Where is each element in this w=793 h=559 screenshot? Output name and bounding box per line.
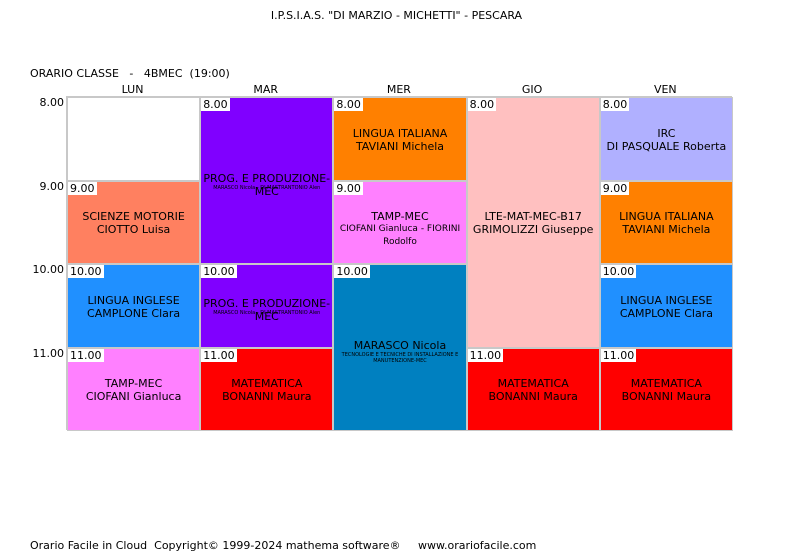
school-title: I.P.S.I.A.S. "DI MARZIO - MICHETTI" - PE… bbox=[270, 9, 523, 22]
lesson-cell[interactable]: 8.00 IRC DI PASQUALE Roberta bbox=[599, 97, 733, 181]
cell-hour: 8.00 bbox=[467, 98, 497, 111]
cell-subject: LTE-MAT-MEC-B17 bbox=[484, 210, 582, 224]
day-header-gio: GIO bbox=[521, 83, 543, 96]
day-header-lun: LUN bbox=[121, 83, 144, 96]
day-header-mar: MAR bbox=[253, 83, 279, 96]
cell-teacher: CIOFANI Gianluca bbox=[85, 390, 182, 404]
cell-hour: 10.00 bbox=[201, 265, 237, 278]
cell-subject: PROG. E PRODUZIONE-MEC bbox=[203, 297, 331, 324]
time-label: 11.00 bbox=[32, 346, 65, 360]
cell-hour: 11.00 bbox=[68, 348, 104, 362]
cell-teachers-small: MARASCO Nicola - DI MASTRANTONIO Alen bbox=[213, 310, 321, 317]
lesson-cell[interactable]: 9.00 TAMP-MEC CIOFANI Gianluca - FIORINI R… bbox=[333, 180, 467, 264]
cell-hour: 8.00 bbox=[201, 98, 230, 111]
cell-subject: PROG. E PRODUZIONE-MEC bbox=[203, 172, 331, 198]
cell-teacher: BONANNI Maura bbox=[222, 390, 312, 404]
cell-hour: 9.00 bbox=[334, 181, 363, 195]
cell-teacher: DI PASQUALE Roberta bbox=[606, 139, 727, 153]
cell-hour: 10.00 bbox=[600, 265, 637, 278]
lesson-cell[interactable]: 11.00 MATEMATICA BONANNI Maura bbox=[200, 347, 334, 431]
cell-subject: MATEMATICA bbox=[630, 377, 702, 391]
cell-teacher: CAMPLONE Clara bbox=[619, 306, 713, 320]
cell-hour: 8.00 bbox=[600, 98, 630, 111]
lesson-cell[interactable]: 8.00 LINGUA ITALIANA TAVIANI Michela bbox=[333, 97, 467, 181]
cell-teacher: CIOFANI Gianluca - FIORINI Rodolfo bbox=[339, 224, 461, 248]
cell-subject: LINGUA ITALIANA bbox=[619, 210, 714, 224]
cell-teacher: BONANNI Maura bbox=[621, 390, 712, 404]
cell-teacher: TAVIANI Michela bbox=[355, 139, 445, 153]
lesson-cell[interactable]: 10.00 MARASCO Nicola TECNOLOGIE E TECNICHE… bbox=[333, 264, 467, 431]
lesson-cell[interactable]: 10.00 LINGUA INGLESE CAMPLONE Clara bbox=[599, 264, 733, 348]
lesson-cell bbox=[67, 97, 201, 181]
cell-hour: 10.00 bbox=[68, 265, 104, 278]
cell-subject: TAMP-MEC bbox=[104, 377, 163, 391]
cell-teacher: CAMPLONE Clara bbox=[87, 306, 181, 320]
cell-hour: 9.00 bbox=[68, 181, 97, 195]
time-label: 10.00 bbox=[32, 263, 65, 276]
lesson-cell[interactable]: 10.00 LINGUA INGLESE CAMPLONE Clara bbox=[67, 264, 201, 348]
cell-subject: MATEMATICA bbox=[231, 377, 303, 391]
lesson-cell[interactable]: 8.00 LTE-MAT-MEC-B17 GRIMOLIZZI Giuseppe bbox=[466, 97, 600, 348]
lesson-cell[interactable]: 8.00 PROG. E PRODUZIONE-MEC MARASCO Nicola… bbox=[200, 97, 334, 264]
cell-subject: LINGUA INGLESE bbox=[87, 293, 180, 307]
cell-subject: MARASCO Nicola bbox=[353, 339, 447, 352]
cell-hour: 11.00 bbox=[467, 348, 504, 362]
cell-hour: 10.00 bbox=[334, 265, 370, 278]
cell-subject: TAMP-MEC bbox=[371, 210, 429, 224]
cell-hour: 9.00 bbox=[600, 181, 630, 195]
cell-teachers-small: MARASCO Nicola - DI MASTRANTONIO Alen bbox=[213, 185, 321, 191]
class-title: ORARIO CLASSE - 4BMEC (19:00) bbox=[30, 67, 230, 80]
cell-hour: 11.00 bbox=[600, 348, 637, 362]
day-header-mer: MER bbox=[386, 83, 411, 96]
time-label: 8.00 bbox=[39, 96, 65, 109]
lesson-cell[interactable]: 9.00 LINGUA ITALIANA TAVIANI Michela bbox=[599, 180, 733, 264]
lesson-cell[interactable]: 11.00 MATEMATICA BONANNI Maura bbox=[466, 347, 600, 431]
cell-teachers-small: TECNOLOGIE E TECNICHE DI INSTALLAZIONE E… bbox=[341, 352, 459, 364]
day-header-ven: VEN bbox=[653, 83, 677, 96]
cell-teacher: GRIMOLIZZI Giuseppe bbox=[472, 223, 594, 237]
cell-hour: 11.00 bbox=[201, 348, 237, 362]
footer-copyright: Orario Facile in Cloud Copyright© 1999-2… bbox=[30, 539, 537, 552]
cell-subject: LINGUA INGLESE bbox=[620, 293, 713, 307]
cell-teacher: CIOTTO Luisa bbox=[96, 223, 171, 237]
timetable-grid: 9.00 SCIENZE MOTORIE CIOTTO Luisa 10.00 LING… bbox=[66, 96, 733, 431]
cell-subject: MATEMATICA bbox=[497, 377, 569, 391]
cell-subject: IRC bbox=[657, 126, 676, 140]
time-label: 9.00 bbox=[39, 179, 65, 193]
lesson-cell[interactable]: 11.00 TAMP-MEC CIOFANI Gianluca bbox=[67, 347, 201, 431]
lesson-cell[interactable]: 9.00 SCIENZE MOTORIE CIOTTO Luisa bbox=[67, 180, 201, 264]
cell-teacher: BONANNI Maura bbox=[488, 390, 578, 404]
cell-subject: LINGUA ITALIANA bbox=[352, 126, 448, 140]
cell-subject: SCIENZE MOTORIE bbox=[82, 210, 185, 224]
cell-hour: 8.00 bbox=[334, 98, 363, 111]
cell-teacher: TAVIANI Michela bbox=[622, 223, 711, 237]
lesson-cell[interactable]: 10.00 PROG. E PRODUZIONE-MEC MARASCO Nicol… bbox=[200, 264, 334, 348]
lesson-cell[interactable]: 11.00 MATEMATICA BONANNI Maura bbox=[599, 347, 733, 431]
